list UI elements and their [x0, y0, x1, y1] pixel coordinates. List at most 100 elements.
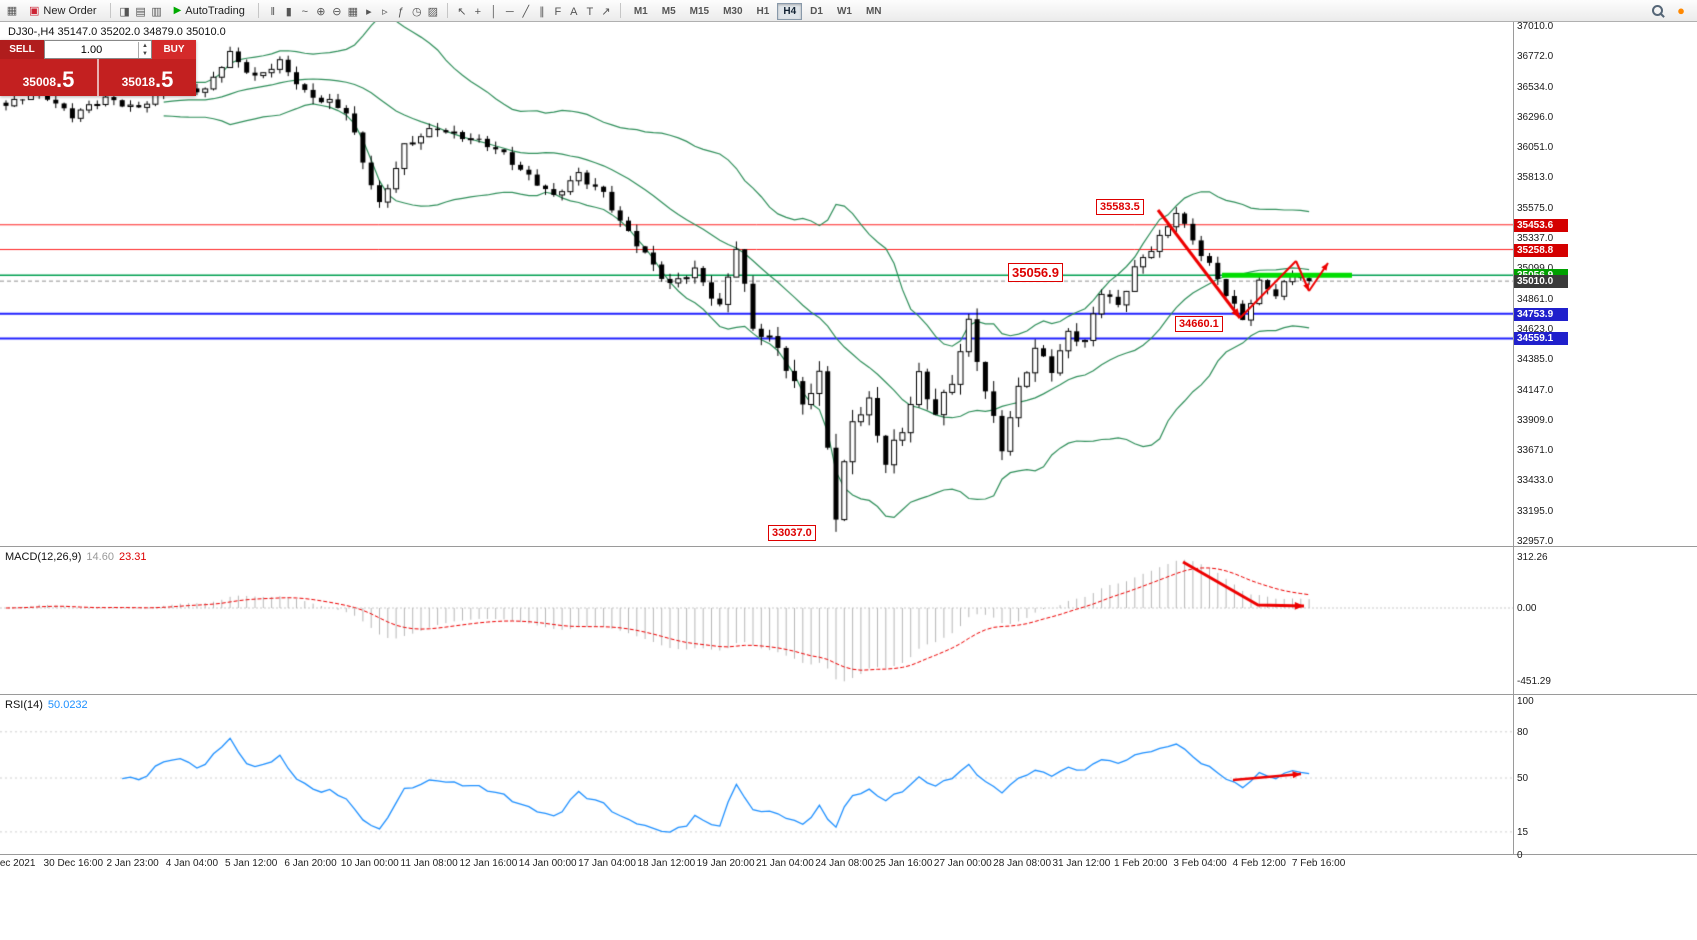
profiles-icon[interactable]: ◨ [119, 5, 130, 18]
price-axis-label: 35813.0 [1517, 172, 1554, 184]
volume-increase-button[interactable]: ▲ [142, 42, 148, 49]
toolbar-separator [109, 3, 111, 18]
macd-axis-label: 0.00 [1517, 603, 1537, 614]
templates-icon[interactable]: ▨ [427, 5, 439, 18]
volume-input[interactable] [45, 42, 138, 57]
time-axis-label: 12 Jan 16:00 [459, 858, 518, 869]
price-annotation[interactable]: 35583.5 [1096, 199, 1144, 215]
price-axis-label: 36772.0 [1517, 51, 1554, 63]
time-axis-label: 10 Jan 00:00 [340, 858, 399, 869]
price-axis-label: 36534.0 [1517, 81, 1554, 93]
zoom-out-icon[interactable]: ⊖ [332, 5, 342, 18]
timeframe-h4[interactable]: H4 [777, 3, 803, 20]
buy-button[interactable]: BUY [152, 40, 196, 59]
charts-grid-icon[interactable]: ▤ [135, 5, 146, 18]
price-axis-label: 36296.0 [1517, 111, 1554, 123]
sell-button[interactable]: SELL [0, 40, 44, 59]
time-axis-label: 27 Jan 00:00 [933, 858, 992, 869]
timeframe-d1[interactable]: D1 [804, 3, 829, 20]
buy-price-pips: .5 [155, 67, 174, 92]
buy-price[interactable]: 35018 .5 [99, 59, 196, 96]
cursor-icon[interactable]: ↖ [457, 5, 467, 18]
auto-scroll-icon[interactable]: ▸ [366, 5, 372, 18]
timeframe-h1[interactable]: H1 [751, 3, 776, 20]
periods-icon[interactable]: ◷ [412, 5, 422, 18]
price-annotation[interactable]: 33037.0 [768, 525, 816, 541]
time-axis-label: 4 Jan 04:00 [165, 858, 219, 869]
horizontal-line-icon[interactable]: ─ [505, 5, 514, 18]
new-chart-icon[interactable]: ▦ [6, 4, 18, 17]
zoom-in-icon[interactable]: ⊕ [316, 5, 326, 18]
macd-indicator-canvas[interactable] [0, 547, 1513, 695]
macd-panel-separator [0, 546, 1697, 547]
time-axis-label: 1 Feb 20:00 [1114, 858, 1168, 869]
price-axis-label: 33195.0 [1517, 505, 1554, 517]
notification-icon[interactable]: ● [1677, 2, 1685, 18]
rsi-panel-separator [0, 694, 1697, 695]
rsi-value: 50.0232 [47, 699, 88, 711]
new-order-icon: ▣ [29, 5, 40, 17]
timeframe-m1[interactable]: M1 [628, 3, 654, 20]
price-axis-label: 34385.0 [1517, 354, 1554, 366]
price-axis-label: 33433.0 [1517, 475, 1554, 487]
tile-windows-icon[interactable]: ▦ [347, 5, 359, 18]
fibonacci-icon[interactable]: F [554, 5, 562, 18]
new-order-label: New Order [43, 4, 97, 17]
time-axis-label: Dec 2021 [0, 858, 36, 869]
channel-icon[interactable]: ∥ [539, 5, 545, 18]
text-icon[interactable]: A [570, 5, 578, 18]
timeframe-m5[interactable]: M5 [656, 3, 682, 20]
rsi-label: RSI(14) 50.0232 [5, 699, 88, 711]
time-axis-separator [0, 854, 1697, 855]
new-order-button[interactable]: ▣ New Order [22, 2, 104, 20]
sell-price-pips: .5 [56, 67, 75, 92]
price-badge: 34753.9 [1514, 307, 1568, 321]
autotrading-button[interactable]: ▶ AutoTrading [167, 2, 252, 20]
main-chart-canvas[interactable] [0, 22, 1513, 547]
trendline-icon[interactable]: ╱ [522, 5, 530, 18]
label-icon[interactable]: T [586, 5, 594, 18]
time-axis-label: 11 Jan 08:00 [400, 858, 458, 869]
timeframe-toolbar: M1 M5 M15 M30 H1 H4 D1 W1 MN [627, 1, 889, 20]
price-axis-label: 37010.0 [1517, 21, 1554, 32]
timeframe-m30[interactable]: M30 [717, 3, 748, 20]
price-annotation[interactable]: 34660.1 [1175, 316, 1223, 332]
rsi-axis-label: 15 [1517, 826, 1529, 838]
vertical-line-icon[interactable]: │ [490, 5, 498, 18]
indicators-icon[interactable]: ƒ [397, 5, 404, 18]
timeframe-mn[interactable]: MN [860, 3, 888, 20]
autotrading-icon: ▶ [173, 5, 182, 16]
time-axis-label: 24 Jan 08:00 [815, 858, 874, 869]
volume-decrease-button[interactable]: ▼ [142, 50, 148, 57]
arrows-icon[interactable]: ↗ [601, 5, 611, 18]
time-axis-label: 30 Dec 16:00 [43, 858, 104, 869]
price-divider [97, 59, 99, 96]
chart-ohlc-readout: DJ30-,H4 35147.0 35202.0 34879.0 35010.0 [8, 26, 226, 38]
crosshair-icon[interactable]: + [474, 5, 482, 18]
rsi-indicator-canvas[interactable] [0, 695, 1513, 855]
price-axis-label: 36051.0 [1517, 142, 1554, 154]
sell-price-main: 35008 [22, 75, 56, 89]
candlestick-icon[interactable]: ▮ [285, 5, 292, 18]
autotrading-label: AutoTrading [185, 4, 245, 17]
rsi-name: RSI(14) [5, 699, 43, 711]
price-axis-label: 35099.0 [1517, 263, 1553, 274]
price-axis-label: 35337.0 [1517, 233, 1554, 245]
one-click-trading-panel: SELL ▲ ▼ BUY 35008 .5 35018 .5 [0, 40, 196, 96]
time-axis-label: 3 Feb 04:00 [1173, 858, 1227, 869]
price-annotation[interactable]: 35056.9 [1008, 263, 1063, 282]
search-icon[interactable] [1651, 4, 1667, 18]
line-chart-icon[interactable]: ~ [301, 5, 309, 18]
time-axis-label: 28 Jan 08:00 [993, 858, 1052, 869]
price-axis-label: 34861.0 [1517, 293, 1554, 305]
timeframe-w1[interactable]: W1 [831, 3, 858, 20]
bar-chart-icon[interactable]: ‖ [270, 5, 276, 18]
timeframe-m15[interactable]: M15 [684, 3, 715, 20]
sell-price[interactable]: 35008 .5 [0, 59, 97, 96]
time-axis-label: 21 Jan 04:00 [755, 858, 814, 869]
price-axis-label: 33909.0 [1517, 414, 1554, 426]
chart-shift-icon[interactable]: ▹ [382, 5, 388, 18]
data-window-icon[interactable]: ▥ [151, 5, 162, 18]
rsi-axis-label: 100 [1517, 696, 1534, 707]
